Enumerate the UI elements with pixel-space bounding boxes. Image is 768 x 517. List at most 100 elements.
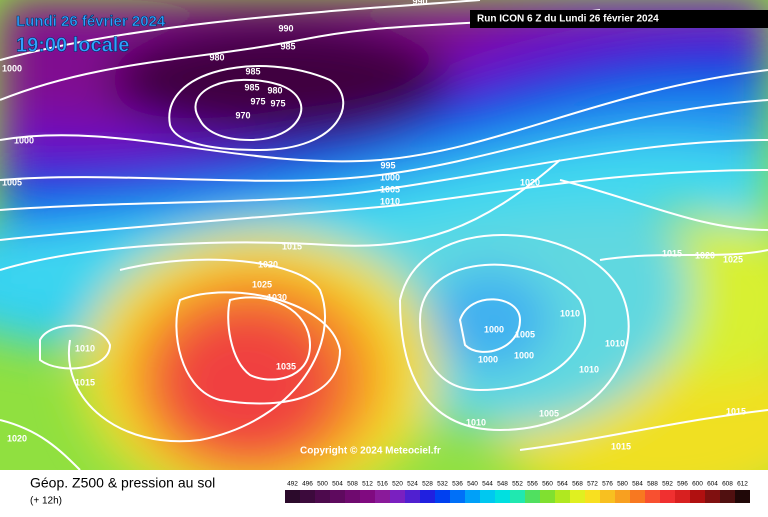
scale-swatch [540,490,555,503]
scale-swatch [570,490,585,503]
scale-swatch [345,490,360,503]
scale-swatch [600,490,615,503]
scale-swatch [360,490,375,503]
scale-label: 552 [512,481,523,488]
isobar-label: 1000 [514,350,534,360]
isobar-label: 980 [209,52,224,62]
scale-swatch [660,490,675,503]
scale-swatch [555,490,570,503]
scale-label: 520 [392,481,403,488]
isobar-label: 1010 [605,338,625,348]
scale-label: 588 [647,481,658,488]
scale-label: 564 [557,481,568,488]
scale-swatch [300,490,315,503]
scale-label: 576 [602,481,613,488]
date-label: Lundi 26 février 2024 [16,13,166,30]
scale-label: 604 [707,481,718,488]
scale-swatch [525,490,540,503]
scale-swatch [480,490,495,503]
scale-label: 516 [377,481,388,488]
scale-label: 532 [437,481,448,488]
isobar-label: 1000 [380,172,400,182]
isobar-label: 975 [270,98,285,108]
scale-label: 528 [422,481,433,488]
isobar-label: 1015 [662,248,682,258]
scale-label: 592 [662,481,673,488]
scale-label: 548 [497,481,508,488]
scale-label: 596 [677,481,688,488]
color-scale: 492 496 500 504 508 512 516 520 524 528 532 536 540 5… [285,481,750,503]
scale-label: 492 [287,481,298,488]
scale-swatch [420,490,435,503]
scale-swatch [720,490,735,503]
isobar-label: 985 [244,82,259,92]
scale-swatch [375,490,390,503]
scale-swatch [465,490,480,503]
scale-label: 536 [452,481,463,488]
scale-label: 556 [527,481,538,488]
scale-swatch [405,490,420,503]
isobar-label: 1020 [7,433,27,443]
isobar-label: 1005 [380,184,400,194]
isobar-label: 1005 [2,177,22,187]
isobar-label: 1000 [478,354,498,364]
isobar-label: 1015 [611,441,631,451]
time-label: 19:00 locale [16,34,129,56]
scale-label: 600 [692,481,703,488]
isobar-label: 985 [280,41,295,51]
isobars [0,0,768,470]
scale-label: 500 [317,481,328,488]
scale-label: 560 [542,481,553,488]
scale-swatch [285,490,300,503]
isobar-label: 990 [278,23,293,33]
scale-swatch [450,490,465,503]
isobar-label: 990 [412,0,427,6]
isobar-label: 1010 [466,417,486,427]
scale-label: 572 [587,481,598,488]
scale-swatch [690,490,705,503]
isobar-label: 1000 [14,135,34,145]
scale-label: 512 [362,481,373,488]
scale-swatch [615,490,630,503]
isobar-label: 1015 [75,377,95,387]
isobar-label: 1035 [276,361,296,371]
scale-label: 544 [482,481,493,488]
run-label: Run ICON 6 Z du Lundi 26 février 2024 [477,14,659,25]
run-box [470,10,768,28]
isobar-label: 1030 [267,292,287,302]
scale-swatch [585,490,600,503]
scale-swatch [735,490,750,503]
isobar-label: 1010 [579,364,599,374]
isobar-label: 1015 [282,241,302,251]
scale-swatch [675,490,690,503]
scale-swatch [315,490,330,503]
copyright: Copyright © 2024 Meteociel.fr [300,446,441,457]
isobar-label: 1020 [695,250,715,260]
scale-swatch [330,490,345,503]
isobar-label: 1010 [75,343,95,353]
isobar-label: 995 [380,160,395,170]
isobar-label: 1000 [484,324,504,334]
footer-title: Géop. Z500 & pression au sol [30,475,215,491]
scale-label: 496 [302,481,313,488]
scale-swatch [645,490,660,503]
scale-swatch [495,490,510,503]
scale-swatch [705,490,720,503]
scale-swatch [510,490,525,503]
isobar-label: 1020 [258,259,278,269]
scale-label: 508 [347,481,358,488]
scale-label: 608 [722,481,733,488]
isobar-label: 1005 [515,329,535,339]
isobar-label: 980 [267,85,282,95]
scale-label: 580 [617,481,628,488]
scale-swatch [390,490,405,503]
isobar-label: 1005 [539,408,559,418]
footer-lead: (+ 12h) [30,496,62,507]
isobar-label: 985 [245,66,260,76]
isobar-label: 1025 [252,279,272,289]
isobar-label: 1020 [520,177,540,187]
isobar-label: 1000 [2,63,22,73]
